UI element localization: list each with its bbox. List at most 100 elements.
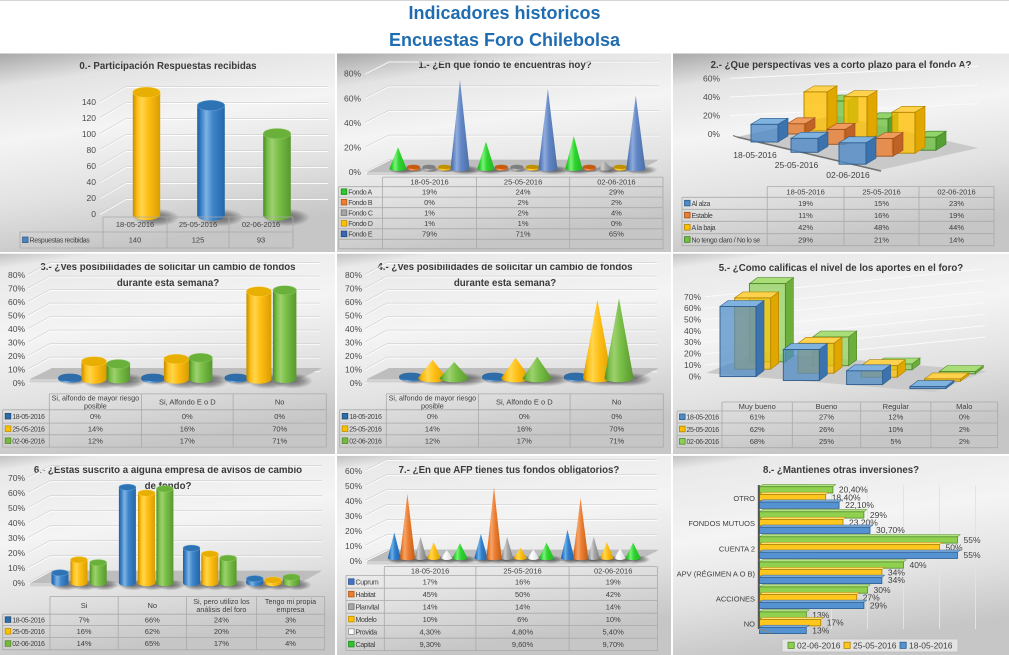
svg-text:30%: 30%: [345, 338, 362, 348]
svg-text:0%: 0%: [90, 412, 101, 421]
svg-text:60%: 60%: [8, 297, 25, 307]
svg-text:70%: 70%: [609, 425, 624, 434]
svg-text:1%: 1%: [424, 219, 435, 228]
svg-text:100: 100: [82, 129, 96, 139]
svg-text:02-06-2016: 02-06-2016: [242, 220, 280, 229]
svg-text:61%: 61%: [750, 413, 765, 422]
svg-text:13%: 13%: [812, 625, 829, 635]
svg-text:18-05-2016: 18-05-2016: [733, 150, 777, 160]
svg-text:23%: 23%: [949, 199, 964, 208]
svg-text:40%: 40%: [8, 324, 25, 334]
svg-text:Capital: Capital: [356, 642, 376, 649]
svg-text:CUENTA 2: CUENTA 2: [719, 544, 755, 553]
svg-text:0%: 0%: [611, 219, 622, 228]
svg-text:15%: 15%: [874, 199, 889, 208]
svg-text:14%: 14%: [949, 235, 964, 244]
svg-text:40%: 40%: [910, 560, 927, 570]
svg-text:62%: 62%: [145, 627, 160, 636]
svg-text:70%: 70%: [8, 284, 25, 294]
svg-text:14%: 14%: [606, 602, 621, 611]
svg-text:9,30%: 9,30%: [419, 640, 441, 649]
svg-text:30%: 30%: [345, 511, 362, 521]
svg-text:70%: 70%: [8, 473, 25, 483]
svg-text:posible: posible: [84, 402, 107, 411]
svg-text:20%: 20%: [344, 143, 361, 153]
svg-text:60%: 60%: [345, 297, 362, 307]
svg-text:50%: 50%: [946, 543, 963, 553]
svg-text:0%: 0%: [182, 412, 193, 421]
svg-text:50%: 50%: [515, 590, 530, 599]
svg-text:21%: 21%: [874, 235, 889, 244]
svg-text:0%: 0%: [427, 412, 438, 421]
svg-text:24%: 24%: [214, 615, 229, 624]
svg-text:29%: 29%: [870, 510, 887, 520]
svg-text:Si, Alfondo E o D: Si, Alfondo E o D: [159, 398, 216, 407]
svg-text:1%: 1%: [518, 219, 529, 228]
svg-text:Si: Si: [81, 601, 88, 610]
svg-text:4%: 4%: [611, 209, 622, 218]
svg-text:30,70%: 30,70%: [876, 525, 905, 535]
svg-text:Fondo D: Fondo D: [348, 221, 373, 228]
svg-text:16%: 16%: [515, 577, 530, 586]
svg-text:Tengo mi propia: Tengo mi propia: [265, 597, 316, 606]
svg-text:60%: 60%: [345, 466, 362, 476]
svg-text:79%: 79%: [422, 230, 437, 239]
svg-text:20%: 20%: [214, 627, 229, 636]
svg-text:70%: 70%: [272, 425, 287, 434]
svg-text:60%: 60%: [684, 303, 701, 313]
svg-text:APV (RÉGIMEN A O B): APV (RÉGIMEN A O B): [677, 569, 756, 578]
svg-text:Fondo C: Fondo C: [348, 211, 373, 218]
svg-text:5%: 5%: [890, 437, 901, 446]
svg-text:10%: 10%: [8, 365, 25, 375]
svg-text:55%: 55%: [964, 550, 981, 560]
svg-text:29%: 29%: [870, 600, 887, 610]
svg-text:02-06-2016: 02-06-2016: [349, 439, 382, 446]
svg-text:1.- ¿En que fondo te encuentra: 1.- ¿En que fondo te encuentras hoy?: [418, 60, 591, 71]
svg-text:27%: 27%: [819, 413, 834, 422]
svg-text:12%: 12%: [88, 437, 103, 446]
svg-text:NO: NO: [744, 619, 755, 628]
svg-text:A la baja: A la baja: [692, 225, 716, 232]
svg-text:02-06-2016: 02-06-2016: [687, 439, 720, 446]
svg-text:22,10%: 22,10%: [845, 500, 874, 510]
svg-text:20%: 20%: [8, 548, 25, 558]
svg-text:20%: 20%: [345, 351, 362, 361]
svg-text:62%: 62%: [750, 425, 765, 434]
svg-text:14%: 14%: [77, 639, 92, 648]
svg-text:2%: 2%: [518, 209, 529, 218]
svg-text:4.- ¿Ves posibilidades de sol: 4.- ¿Ves posibilidades de solicitar un c…: [377, 262, 632, 273]
svg-text:Fondo A: Fondo A: [348, 190, 372, 197]
svg-text:50%: 50%: [8, 311, 25, 321]
svg-text:20%: 20%: [345, 526, 362, 536]
svg-text:11%: 11%: [798, 211, 813, 220]
svg-text:40%: 40%: [684, 326, 701, 336]
svg-text:3%: 3%: [285, 615, 296, 624]
svg-text:55%: 55%: [964, 535, 981, 545]
svg-text:Fondo B: Fondo B: [348, 200, 373, 207]
svg-text:Provida: Provida: [356, 629, 378, 636]
svg-text:17%: 17%: [180, 437, 195, 446]
svg-text:18-05-2016: 18-05-2016: [349, 414, 382, 421]
svg-text:0.- Participación Respuestas r: 0.- Participación Respuestas recibidas: [79, 61, 256, 72]
svg-text:Habitat: Habitat: [356, 592, 376, 599]
svg-text:16%: 16%: [77, 627, 92, 636]
svg-text:5.- ¿Como calificas el nivel d: 5.- ¿Como calificas el nivel de los apor…: [719, 263, 963, 274]
svg-text:4,30%: 4,30%: [419, 627, 441, 636]
svg-text:18-05-2016: 18-05-2016: [12, 414, 45, 421]
svg-text:80%: 80%: [8, 270, 25, 280]
svg-text:0%: 0%: [349, 167, 362, 177]
svg-text:70%: 70%: [684, 292, 701, 302]
svg-text:18-05-2016: 18-05-2016: [687, 415, 720, 422]
svg-text:18-05-2016: 18-05-2016: [786, 188, 824, 197]
svg-text:ACCIONES: ACCIONES: [716, 594, 755, 603]
svg-text:Si, alfondo de mayor riesgo: Si, alfondo de mayor riesgo: [389, 393, 477, 402]
svg-text:20%: 20%: [8, 351, 25, 361]
svg-text:50%: 50%: [8, 503, 25, 513]
svg-text:71%: 71%: [516, 230, 531, 239]
svg-text:16%: 16%: [874, 211, 889, 220]
svg-text:Si, pero utilizo los: Si, pero utilizo los: [193, 597, 250, 606]
svg-text:125: 125: [192, 236, 205, 245]
svg-text:13%: 13%: [812, 610, 829, 620]
svg-text:02-06-2016: 02-06-2016: [12, 641, 45, 648]
svg-text:0%: 0%: [959, 413, 970, 422]
